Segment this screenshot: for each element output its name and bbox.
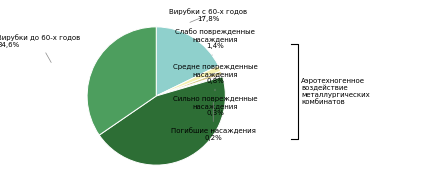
Wedge shape: [156, 71, 222, 96]
Text: Средне поврежденные
насаждения
0,8%: Средне поврежденные насаждения 0,8%: [173, 64, 257, 84]
Text: Вирубки с 60-х годов
17,8%: Вирубки с 60-х годов 17,8%: [169, 8, 247, 22]
Text: Вирубки до 60-х годов
34,6%: Вирубки до 60-х годов 34,6%: [0, 34, 81, 62]
Text: Слабо поврежденные
насаждения
1,4%: Слабо поврежденные насаждения 1,4%: [175, 29, 255, 55]
Text: Погибшие насаждения
0,2%: Погибшие насаждения 0,2%: [171, 102, 256, 141]
Text: Сильно поврежденные
насаждения
0,3%: Сильно поврежденные насаждения 0,3%: [173, 89, 257, 116]
Wedge shape: [156, 74, 222, 96]
Wedge shape: [156, 27, 218, 96]
Text: Аэротехногенное
воздействие
металлургических
комбинатов: Аэротехногенное воздействие металлургиче…: [301, 78, 370, 105]
Wedge shape: [99, 77, 225, 165]
Wedge shape: [87, 27, 156, 135]
Wedge shape: [156, 66, 221, 96]
Wedge shape: [156, 76, 223, 96]
